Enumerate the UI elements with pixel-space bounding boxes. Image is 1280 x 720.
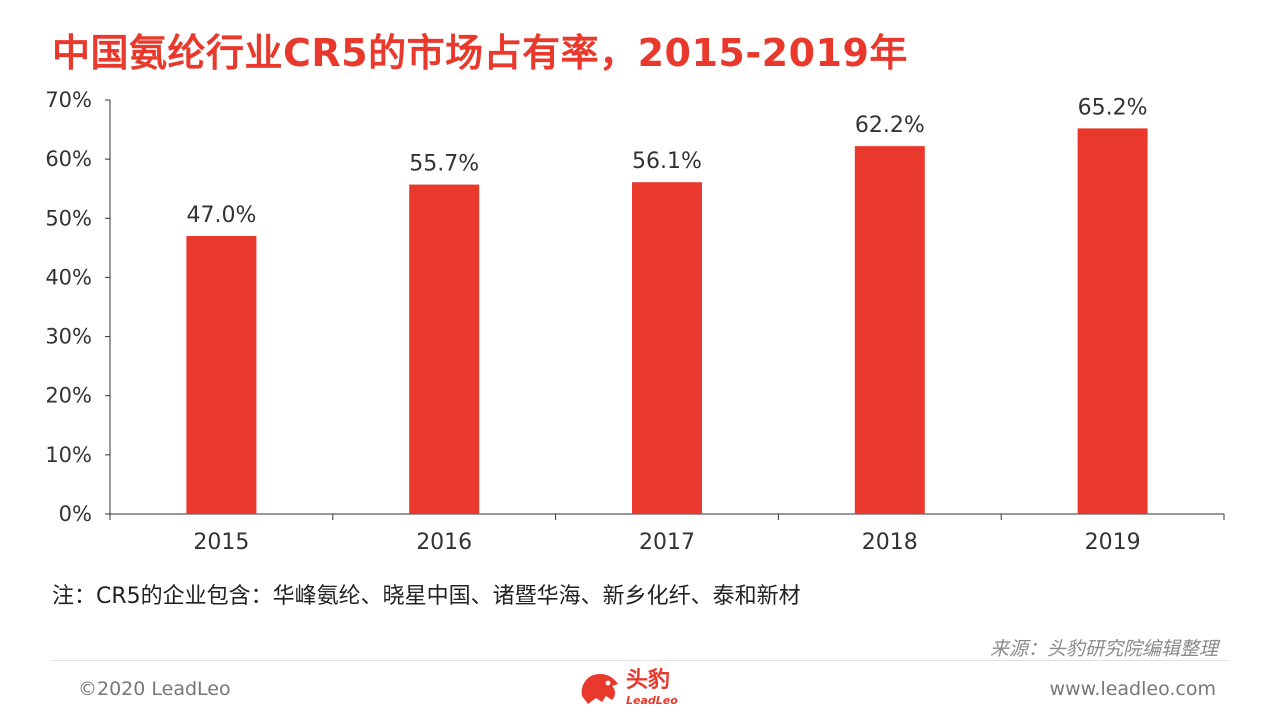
leadleo-logo: 头豹 LeadLeo [578, 666, 678, 710]
y-tick-label: 20% [45, 384, 92, 408]
bar [1077, 128, 1148, 515]
website-link[interactable]: www.leadleo.com [1049, 678, 1216, 700]
data-label: 62.2% [855, 113, 925, 138]
data-label: 47.0% [186, 203, 256, 228]
leopard-icon [581, 674, 618, 704]
y-tick-label: 40% [45, 265, 92, 289]
bar [632, 182, 702, 515]
y-tick-label: 60% [45, 147, 92, 171]
x-tick-label: 2016 [416, 530, 472, 555]
data-label: 55.7% [409, 152, 479, 177]
bar [186, 236, 257, 514]
x-tick-label: 2017 [639, 530, 695, 555]
x-tick-label: 2019 [1085, 530, 1141, 555]
logo-cn-text: 头豹 [626, 668, 671, 693]
copyright-text: ©2020 LeadLeo [78, 678, 231, 700]
y-tick-label: 0% [59, 502, 92, 526]
x-tick-label: 2018 [862, 530, 918, 555]
bar [409, 184, 480, 514]
bar [854, 146, 925, 515]
logo-en-text: LeadLeo [626, 694, 678, 707]
footer-divider [52, 660, 1228, 661]
x-tick-label: 2015 [193, 530, 249, 555]
page-title: 中国氨纶行业CR5的市场占有率，2015-2019年 [52, 31, 908, 75]
chart-note: 注：CR5的企业包含：华峰氨纶、晓星中国、诸暨华海、新乡化纤、泰和新材 [52, 584, 801, 609]
y-tick-label: 30% [45, 325, 92, 349]
source-text: 来源：头豹研究院编辑整理 [989, 638, 1218, 660]
y-tick-label: 70% [45, 88, 92, 112]
data-label: 65.2% [1078, 95, 1148, 120]
y-tick-label: 10% [45, 443, 92, 467]
data-label: 56.1% [632, 149, 702, 174]
y-tick-label: 50% [45, 206, 92, 230]
